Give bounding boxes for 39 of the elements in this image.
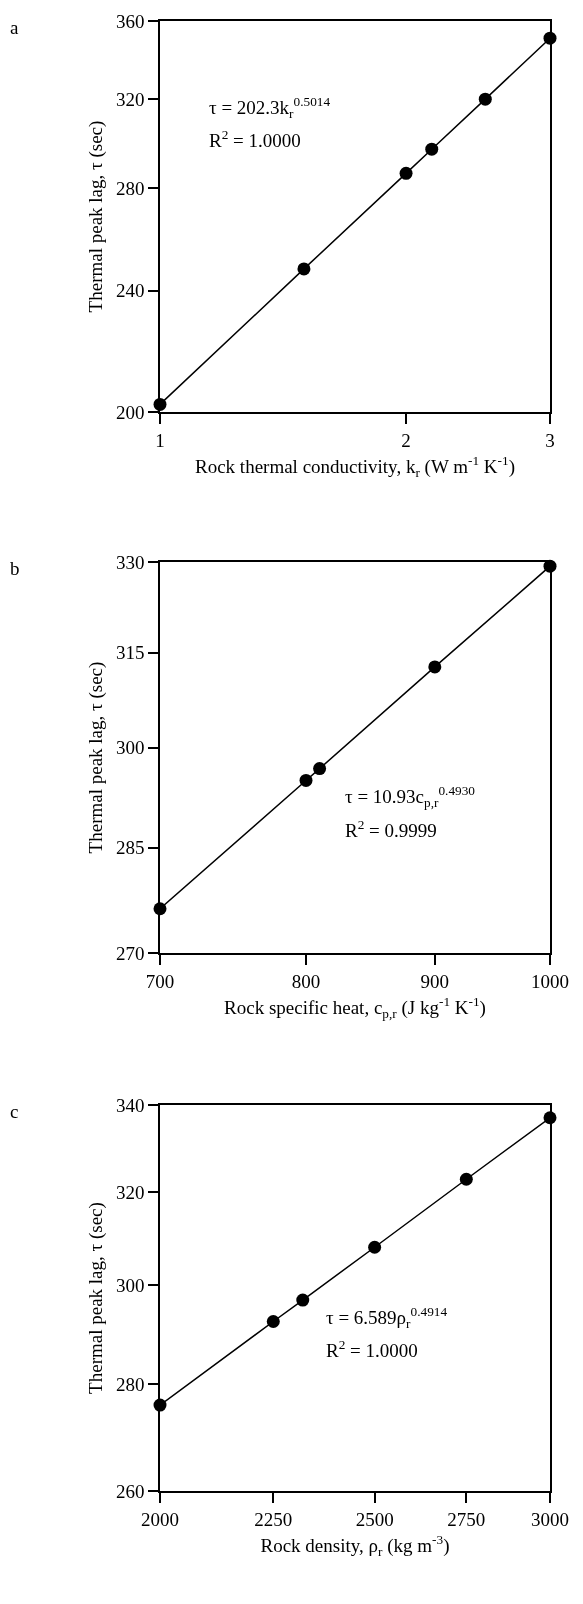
y-tick-label: 240 bbox=[115, 280, 145, 302]
x-tick-label: 2000 bbox=[141, 1508, 179, 1530]
x-tick-label: 3 bbox=[545, 429, 555, 451]
annotation: R$^{2}$ = 1.0000 bbox=[209, 127, 301, 151]
x-tick-label: 3000 bbox=[531, 1508, 569, 1530]
y-tick-label: 360 bbox=[115, 10, 145, 32]
x-tick-label: 2750 bbox=[447, 1508, 486, 1530]
chart-title: c bbox=[10, 1101, 19, 1122]
x-tick-label: 800 bbox=[291, 970, 321, 992]
x-tick-label: 700 bbox=[145, 970, 175, 992]
x-tick-label: 2250 bbox=[254, 1508, 293, 1530]
x-tick-label: 2500 bbox=[355, 1508, 394, 1530]
y-tick-label: 330 bbox=[115, 551, 145, 573]
x-tick-label: 1000 bbox=[531, 970, 569, 992]
y-tick-label: 270 bbox=[115, 942, 145, 964]
y-axis-title: Thermal peak lag, τ (sec) bbox=[85, 120, 108, 313]
y-axis-title: Thermal peak lag, τ (sec) bbox=[85, 1202, 108, 1394]
y-tick-label: 260 bbox=[115, 1480, 145, 1502]
y-tick-label: 300 bbox=[115, 737, 145, 759]
x-axis-title: Rock specific heat, c$_{p,r}$ (J kg$^{-1}$ K$^{-1}$) bbox=[224, 993, 486, 1021]
x-tick-label: 900 bbox=[420, 970, 450, 992]
annotation: R$^{2}$ = 0.9999 bbox=[345, 817, 437, 841]
y-tick-label: 280 bbox=[115, 177, 145, 199]
chart-title: b bbox=[10, 558, 20, 579]
x-axis-title: Rock density, ρ$_{r}$ (kg m$^{-3}$) bbox=[260, 1531, 450, 1559]
y-tick-label: 320 bbox=[115, 1181, 145, 1203]
y-tick-label: 315 bbox=[115, 642, 145, 664]
y-tick-label: 285 bbox=[115, 837, 145, 859]
x-tick-label: 1 bbox=[155, 429, 165, 451]
y-tick-label: 280 bbox=[115, 1374, 145, 1396]
y-tick-label: 320 bbox=[115, 89, 145, 110]
chart-title: a bbox=[10, 17, 19, 38]
y-axis-title: Thermal peak lag, τ (sec) bbox=[85, 661, 108, 854]
annotation: R$^{2}$ = 1.0000 bbox=[326, 1337, 418, 1361]
y-tick-label: 340 bbox=[115, 1094, 145, 1116]
y-tick-label: 300 bbox=[115, 1274, 145, 1296]
x-tick-label: 2 bbox=[401, 429, 411, 451]
y-tick-label: 200 bbox=[115, 401, 145, 423]
x-axis-title: Rock thermal conductivity, k$_{r}$ (W m$^{-1}$ K$^{-1}$) bbox=[195, 452, 515, 480]
